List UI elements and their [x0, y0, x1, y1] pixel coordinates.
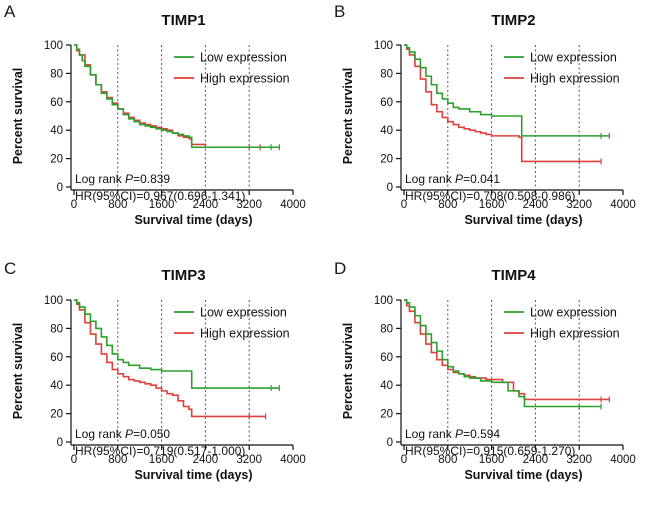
- legend-label-high: High expression: [530, 327, 620, 341]
- legend-label-high: High expression: [530, 72, 620, 86]
- y-tick-label: 60: [380, 97, 393, 109]
- y-tick-label: 40: [50, 125, 63, 137]
- x-tick-label: 1600: [479, 199, 505, 211]
- y-tick-label: 0: [387, 182, 393, 194]
- y-tick-label: 40: [380, 125, 393, 137]
- x-tick-label: 800: [108, 199, 127, 211]
- km-curve-high: [74, 299, 266, 418]
- y-axis-title: Percent survival: [341, 323, 355, 420]
- y-axis-title: Percent survival: [11, 323, 25, 420]
- x-tick-label: 800: [438, 199, 457, 211]
- x-tick-label: 2400: [523, 199, 549, 211]
- km-curve-low: [74, 299, 280, 389]
- x-tick-label: 1600: [149, 454, 175, 466]
- x-axis-title: Survival time (days): [464, 468, 582, 482]
- y-tick-label: 80: [380, 323, 393, 335]
- panel-title: TIMP1: [161, 12, 205, 29]
- y-tick-label: 20: [380, 409, 393, 421]
- y-tick-label: 80: [50, 323, 63, 335]
- y-axis-title: Percent survival: [341, 68, 355, 165]
- y-tick-label: 40: [50, 380, 63, 392]
- y-tick-label: 100: [374, 40, 393, 52]
- x-tick-label: 0: [401, 199, 407, 211]
- y-tick-label: 60: [50, 97, 63, 109]
- y-tick-label: 100: [374, 295, 393, 307]
- hazard-ratio-text: HR(95%CI)=0.719(0.517-1.000): [75, 444, 245, 458]
- log-rank-text: Log rank P=0.041: [405, 172, 500, 186]
- km-curve-low: [404, 44, 610, 137]
- panel-letter: B: [334, 2, 345, 21]
- x-tick-label: 4000: [280, 454, 306, 466]
- panel-letter: C: [4, 259, 16, 278]
- y-tick-label: 0: [57, 437, 63, 449]
- km-curve-high: [404, 44, 602, 163]
- x-tick-label: 0: [71, 199, 77, 211]
- panel-letter: A: [4, 2, 16, 21]
- km-panel-c: C TIMP3 0 20 40 60 80 100 0 800 1600 2400 3200 4000 Su…: [4, 259, 306, 482]
- km-curve-low: [74, 44, 280, 149]
- x-axis-title: Survival time (days): [464, 213, 582, 227]
- y-tick-label: 60: [50, 352, 63, 364]
- y-axis-title: Percent survival: [11, 68, 25, 165]
- y-tick-label: 20: [380, 154, 393, 166]
- legend-label-high: High expression: [200, 327, 290, 341]
- x-tick-label: 3200: [566, 454, 592, 466]
- y-tick-label: 20: [50, 409, 63, 421]
- x-tick-label: 4000: [610, 199, 636, 211]
- x-tick-label: 0: [401, 454, 407, 466]
- x-tick-label: 2400: [523, 454, 549, 466]
- x-tick-label: 3200: [236, 199, 262, 211]
- legend-label-low: Low expression: [200, 306, 287, 320]
- legend-label-low: Low expression: [530, 306, 617, 320]
- x-tick-label: 2400: [193, 199, 219, 211]
- km-panel-b: B TIMP2 0 20 40 60 80 100 0 800 1600 2400 3200 4000 Su…: [334, 2, 636, 227]
- y-tick-label: 0: [387, 437, 393, 449]
- hazard-ratio-text: HR(95%CI)=0.967(0.696-1.341): [75, 189, 245, 203]
- x-tick-label: 3200: [236, 454, 262, 466]
- km-panel-d: D TIMP4 0 20 40 60 80 100 0 800 1600 2400 3200 4000 Su…: [334, 259, 636, 482]
- x-tick-label: 1600: [149, 199, 175, 211]
- x-tick-label: 1600: [479, 454, 505, 466]
- legend-label-low: Low expression: [530, 51, 617, 65]
- x-tick-label: 4000: [610, 454, 636, 466]
- y-tick-label: 60: [380, 352, 393, 364]
- x-tick-label: 2400: [193, 454, 219, 466]
- panel-title: TIMP3: [161, 267, 205, 284]
- x-tick-label: 800: [108, 454, 127, 466]
- x-tick-label: 4000: [280, 199, 306, 211]
- hazard-ratio-text: HR(95%CI)=0.915(0.659-1.270): [405, 444, 575, 458]
- x-tick-label: 800: [438, 454, 457, 466]
- hazard-ratio-text: HR(95%CI)=0.708(0.508-0.986): [405, 189, 575, 203]
- log-rank-text: Log rank P=0.050: [75, 427, 170, 441]
- x-axis-title: Survival time (days): [134, 213, 252, 227]
- km-panel-a: A TIMP1 0 20 40 60 80 100 0 800 1600 2400 3200 4000 Su…: [4, 2, 306, 227]
- y-tick-label: 40: [380, 380, 393, 392]
- panel-letter: D: [334, 259, 346, 278]
- y-tick-label: 20: [50, 154, 63, 166]
- y-tick-label: 80: [380, 68, 393, 80]
- legend-label-high: High expression: [200, 72, 290, 86]
- y-tick-label: 100: [44, 295, 63, 307]
- legend-label-low: Low expression: [200, 51, 287, 65]
- panel-title: TIMP4: [491, 267, 536, 284]
- y-tick-label: 100: [44, 40, 63, 52]
- y-tick-label: 80: [50, 68, 63, 80]
- x-tick-label: 0: [71, 454, 77, 466]
- log-rank-text: Log rank P=0.594: [405, 427, 500, 441]
- km-curve-low: [404, 299, 602, 408]
- panel-title: TIMP2: [491, 12, 535, 29]
- x-tick-label: 3200: [566, 199, 592, 211]
- x-axis-title: Survival time (days): [134, 468, 252, 482]
- y-tick-label: 0: [57, 182, 63, 194]
- log-rank-text: Log rank P=0.839: [75, 172, 170, 186]
